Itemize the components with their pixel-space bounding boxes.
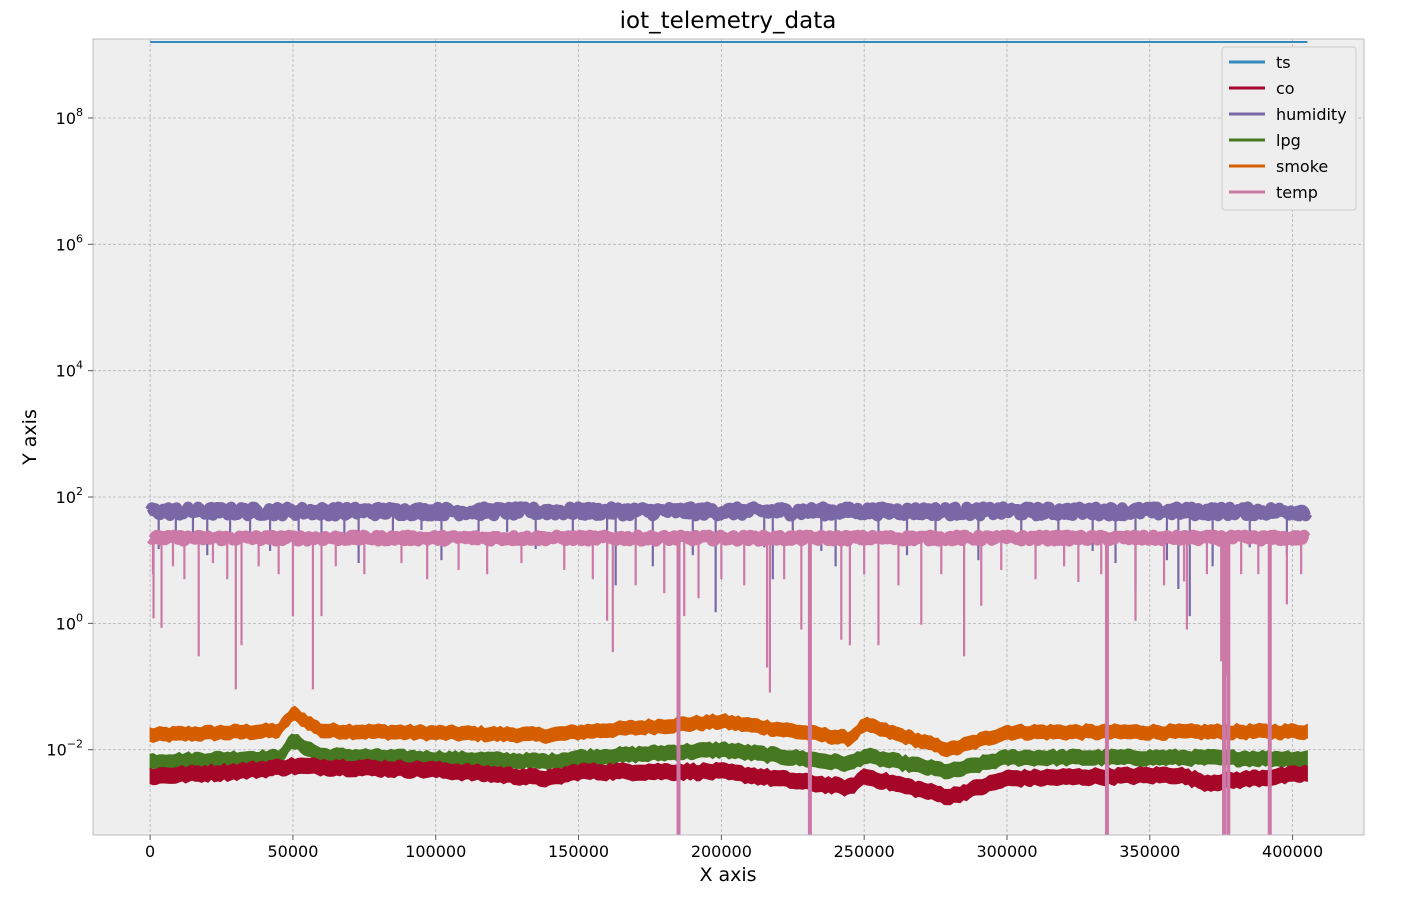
series-lpg-band xyxy=(149,733,1308,780)
series-co-band xyxy=(149,756,1308,806)
y-ticks: 10−2 100 102 104 106 108 xyxy=(46,106,93,760)
y-tick-label: 104 xyxy=(56,359,83,381)
x-tick-label: 350000 xyxy=(1119,842,1180,861)
legend-label-temp: temp xyxy=(1276,183,1318,202)
y-tick-label: 100 xyxy=(56,611,83,633)
y-tick-label: 10−2 xyxy=(46,738,83,760)
plot-background xyxy=(93,39,1364,835)
x-axis-title: X axis xyxy=(699,864,756,886)
y-axis-title: Y axis xyxy=(19,409,41,466)
series-smoke-band xyxy=(149,705,1308,758)
chart-title: iot_telemetry_data xyxy=(620,8,837,34)
x-tick-label: 400000 xyxy=(1262,842,1323,861)
x-tick-label: 250000 xyxy=(834,842,895,861)
x-tick-label: 50000 xyxy=(267,842,318,861)
y-tick-label: 106 xyxy=(56,232,83,254)
y-tick-label: 102 xyxy=(56,485,83,507)
series-temp-line xyxy=(146,529,1312,547)
x-tick-label: 300000 xyxy=(976,842,1037,861)
x-ticks: 0 50000 100000 150000 200000 250000 300000 3500… xyxy=(145,835,1323,861)
plot-frame xyxy=(92,38,1365,836)
legend-label-smoke: smoke xyxy=(1276,157,1328,176)
x-tick-label: 100000 xyxy=(405,842,466,861)
series-humidity-line xyxy=(145,501,1313,522)
series-group xyxy=(145,40,1313,835)
legend-label-ts: ts xyxy=(1276,53,1291,72)
x-tick-label: 150000 xyxy=(548,842,609,861)
y-tick-label: 108 xyxy=(56,106,83,128)
legend: ts co humidity lpg smoke temp xyxy=(1221,46,1357,211)
x-tick-label: 200000 xyxy=(691,842,752,861)
legend-label-co: co xyxy=(1276,79,1295,98)
x-tick-label: 0 xyxy=(145,842,155,861)
legend-label-lpg: lpg xyxy=(1276,131,1301,150)
legend-label-humidity: humidity xyxy=(1276,105,1347,124)
